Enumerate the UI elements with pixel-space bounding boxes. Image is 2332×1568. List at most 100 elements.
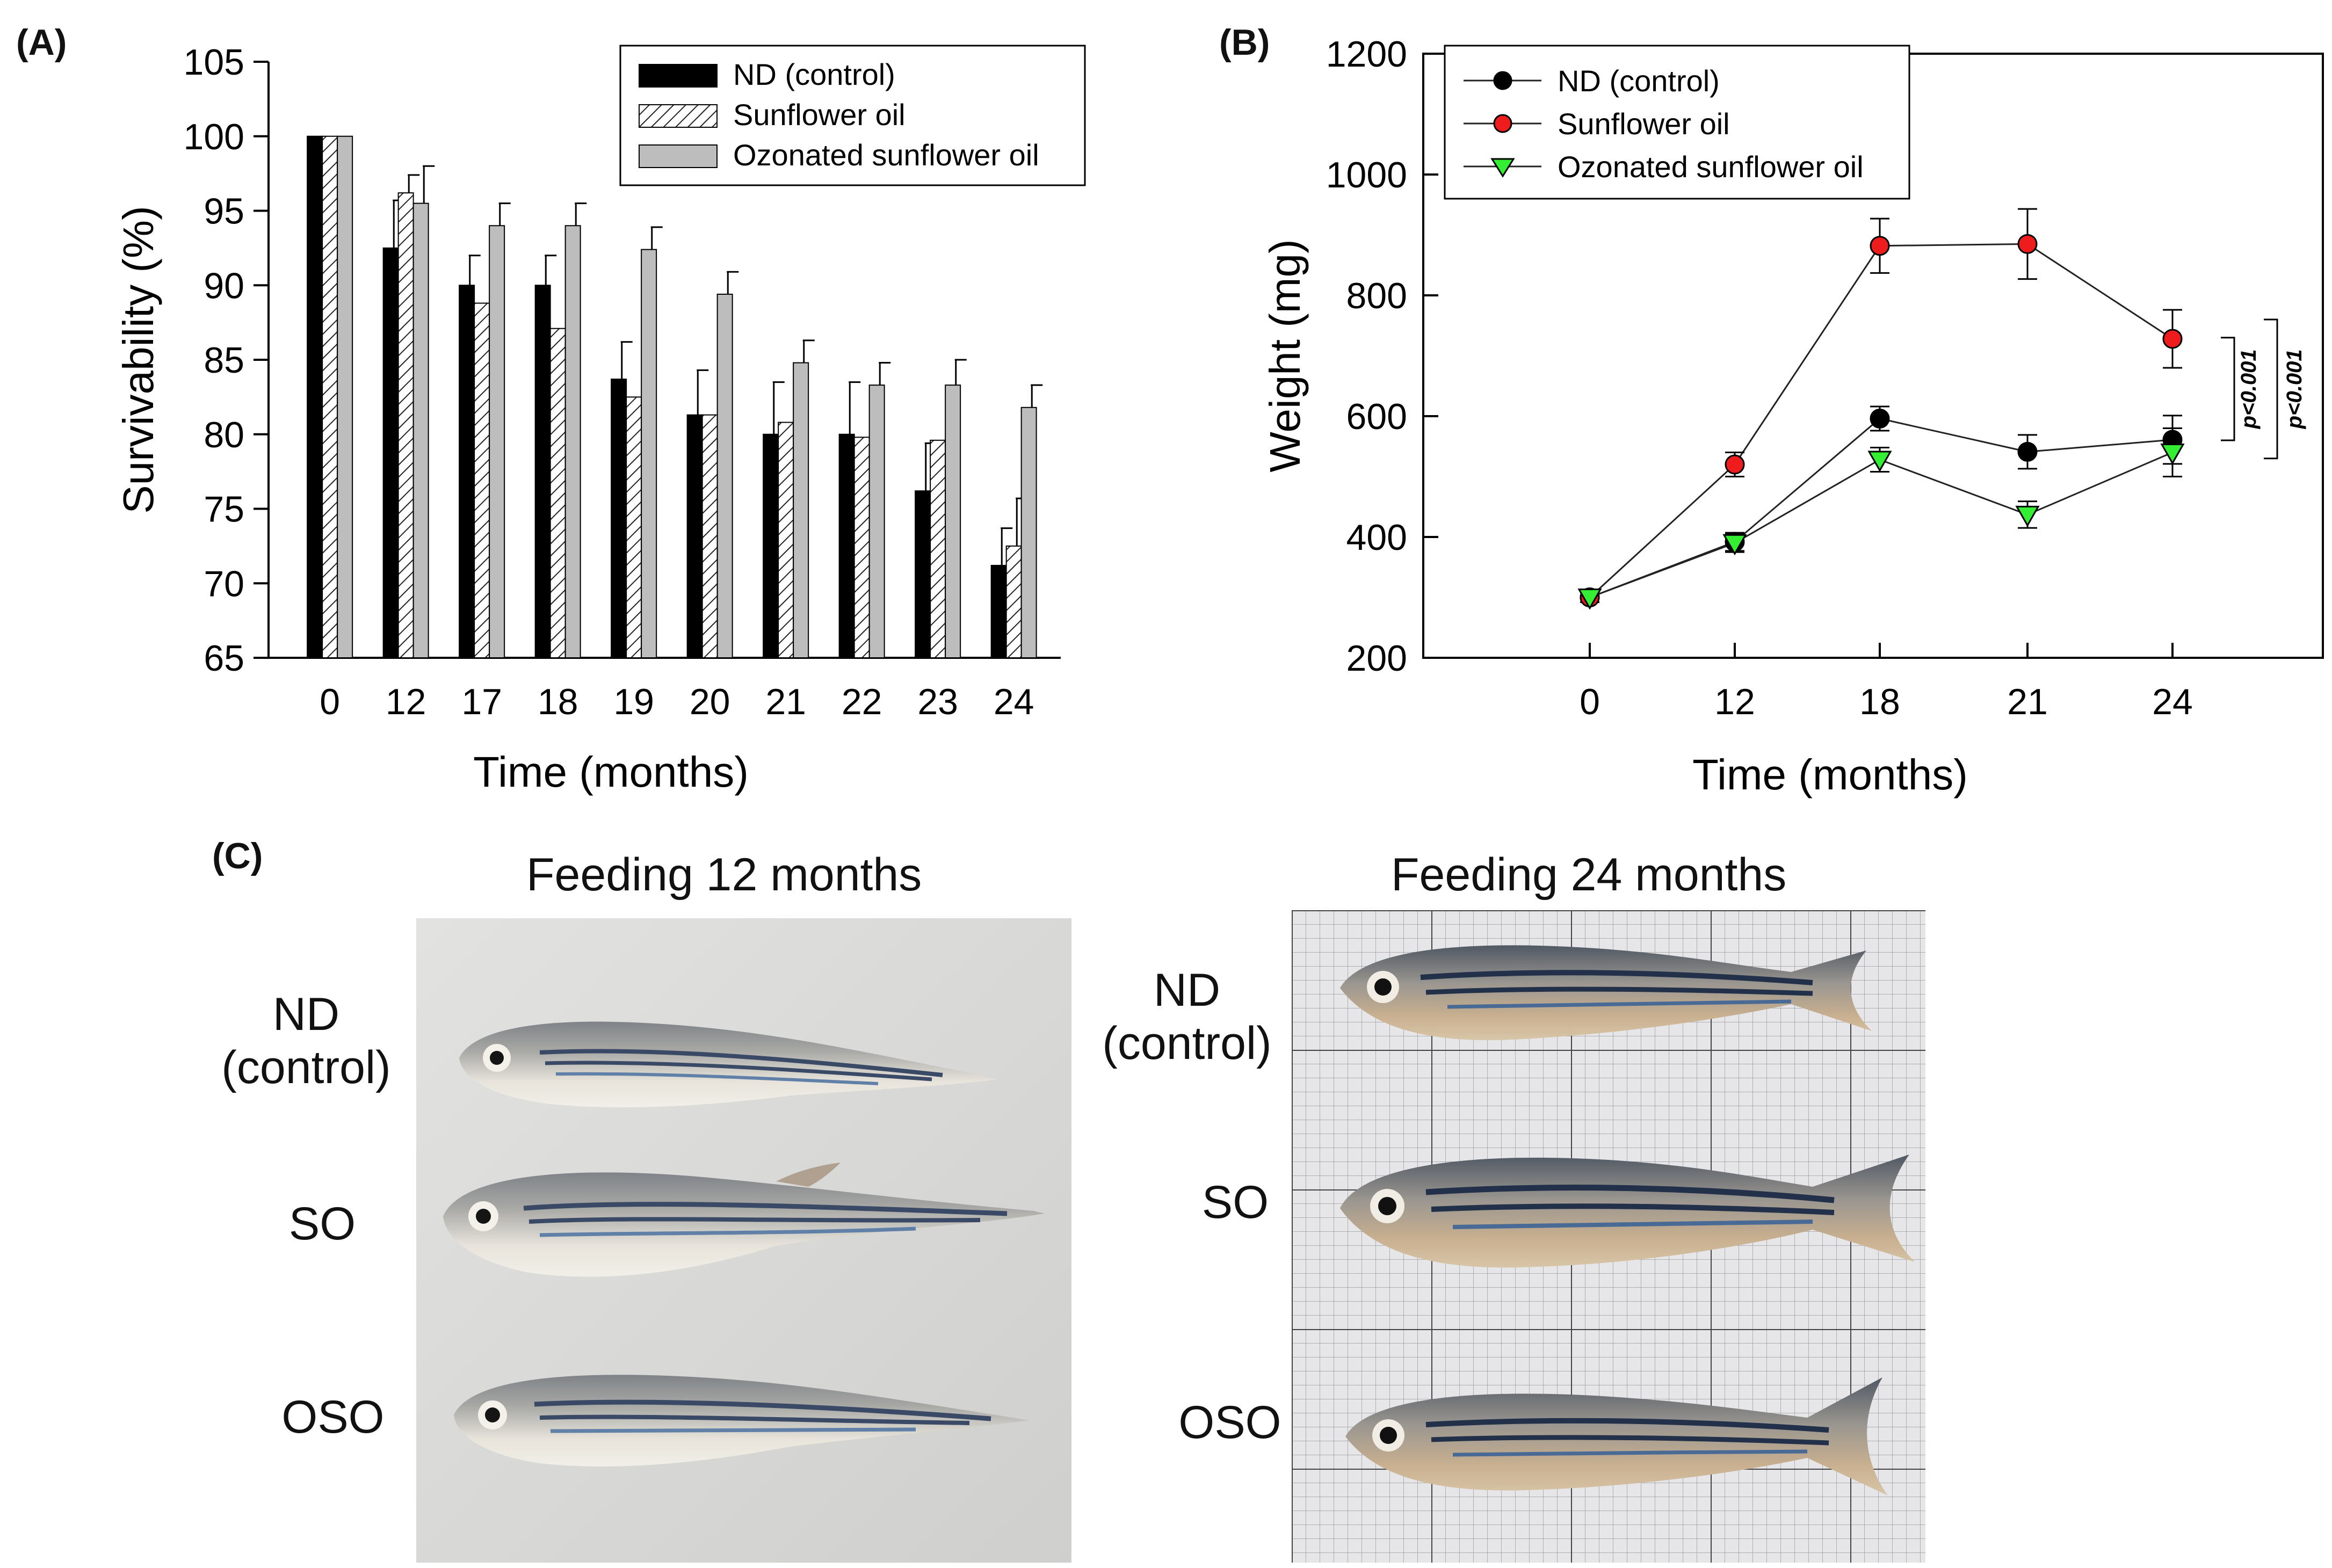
- x-tick-label: 24: [2152, 681, 2193, 722]
- y-tick-label: 105: [184, 42, 244, 83]
- x-tick-label: 22: [842, 681, 882, 722]
- fish-oso-24: [1345, 1377, 1888, 1496]
- p-value-annotation: p<0.001: [2283, 349, 2306, 429]
- legend-marker: [1490, 158, 1515, 178]
- data-point: [1722, 534, 1747, 556]
- series-line: [1589, 452, 2173, 598]
- bar: [915, 490, 931, 658]
- panel-a-label: (A): [16, 22, 67, 63]
- bar: [382, 247, 399, 658]
- y-tick-label: 400: [1346, 517, 1407, 558]
- y-tick-label: 75: [204, 489, 244, 530]
- bar: [337, 135, 353, 658]
- x-tick-label: 23: [917, 681, 958, 722]
- significance-bracket: [2221, 337, 2235, 441]
- significance-bracket: [2264, 318, 2278, 460]
- bar: [474, 302, 490, 658]
- x-tick-label: 21: [765, 681, 806, 722]
- weight-line-chart: 200 400 600 800 1000 1200 0 12 18 21 24 Time (month…: [1261, 34, 2324, 798]
- bar: [564, 225, 581, 658]
- legend-marker: [1493, 71, 1512, 90]
- legend-swatch: [639, 104, 718, 128]
- x-tick-label: 19: [613, 681, 654, 722]
- bar: [549, 328, 566, 658]
- y-tick-label: 100: [184, 117, 244, 157]
- data-point: [2017, 234, 2038, 254]
- panel-b-label: (B): [1219, 22, 1270, 63]
- fish-oso-12: [454, 1375, 1029, 1467]
- y-tick-label: 600: [1346, 396, 1407, 437]
- bar: [716, 293, 733, 658]
- y-tick-label: 80: [204, 415, 244, 455]
- y-tick-label: 1200: [1326, 34, 1407, 75]
- data-point: [1870, 236, 1890, 256]
- fish-nd-12: [459, 1021, 996, 1108]
- photo-panel: Feeding 12 months Feeding 24 months ND (…: [0, 805, 2332, 1568]
- bar: [868, 384, 885, 658]
- row-label-line: ND: [1153, 964, 1221, 1016]
- right-photo-title: Feeding 24 months: [1391, 849, 1787, 901]
- bar: [641, 249, 657, 658]
- x-tick-label: 0: [320, 681, 340, 722]
- bar: [945, 384, 961, 658]
- x-tick-label: 17: [461, 681, 502, 722]
- bar: [701, 414, 718, 658]
- fish-so-12: [443, 1163, 1045, 1277]
- legend-label: ND (control): [733, 57, 895, 91]
- p-value-annotation: p<0.001: [2237, 349, 2261, 429]
- data-point: [1870, 409, 1890, 429]
- data-point: [1867, 451, 1892, 473]
- x-tick-label: 18: [1859, 681, 1900, 722]
- right-row-label-oso: OSO: [1178, 1397, 1281, 1448]
- legend-label: Ozonated sunflower oil: [733, 138, 1039, 172]
- data-point: [1577, 589, 1602, 610]
- legend-box: [1444, 45, 1910, 200]
- data-point: [2017, 441, 2038, 462]
- x-tick-label: 24: [994, 681, 1034, 722]
- left-row-label-nd: ND (control): [204, 988, 408, 1094]
- data-point: [1725, 454, 1745, 475]
- bar: [990, 564, 1007, 658]
- bar: [322, 135, 338, 658]
- x-tick-label: 21: [2007, 681, 2048, 722]
- x-axis-title: Time (months): [1692, 751, 1968, 798]
- bar: [489, 225, 505, 658]
- x-tick-label: 0: [1580, 681, 1600, 722]
- bar: [1005, 545, 1022, 658]
- y-tick-label: 200: [1346, 638, 1407, 679]
- photo-feeding-12-months: [416, 918, 1071, 1563]
- legend-label: Sunflower oil: [733, 98, 906, 132]
- legend-label: Sunflower oil: [1558, 107, 1730, 141]
- legend-label: Ozonated sunflower oil: [1558, 150, 1864, 184]
- data-point: [2162, 329, 2183, 349]
- x-tick-label: 12: [1714, 681, 1755, 722]
- legend-label: ND (control): [1558, 64, 1720, 98]
- y-tick-label: 70: [204, 563, 244, 604]
- y-axis-title: Weight (mg): [1261, 239, 1309, 472]
- bar: [930, 439, 946, 658]
- data-point: [2160, 444, 2185, 465]
- bar: [611, 379, 627, 658]
- left-row-label-oso: OSO: [281, 1391, 385, 1443]
- bar: [763, 433, 779, 658]
- y-tick-label: 90: [204, 265, 244, 306]
- x-tick-label: 20: [690, 681, 730, 722]
- bar: [534, 285, 551, 658]
- bar: [793, 362, 809, 658]
- x-axis-title: Time (months): [473, 748, 749, 796]
- row-label-line: ND: [272, 989, 340, 1040]
- bar: [853, 437, 870, 658]
- left-row-label-so: SO: [288, 1198, 356, 1250]
- y-tick-label: 95: [204, 191, 244, 232]
- row-label-line: (control): [221, 1041, 391, 1093]
- x-tick-label: 18: [538, 681, 578, 722]
- survivability-bar-chart: 65 70 75 80 85 90 95 100 105 0 12 17 18 19 20 21 22 23 24 T…: [114, 42, 1086, 796]
- bar: [397, 192, 414, 658]
- panel-c-label: (C): [212, 836, 263, 876]
- bar: [459, 285, 475, 658]
- left-photo-title: Feeding 12 months: [526, 849, 922, 901]
- bar: [307, 135, 323, 658]
- fish-nd-24: [1340, 945, 1872, 1041]
- legend-marker: [1493, 114, 1512, 133]
- bar: [412, 202, 429, 658]
